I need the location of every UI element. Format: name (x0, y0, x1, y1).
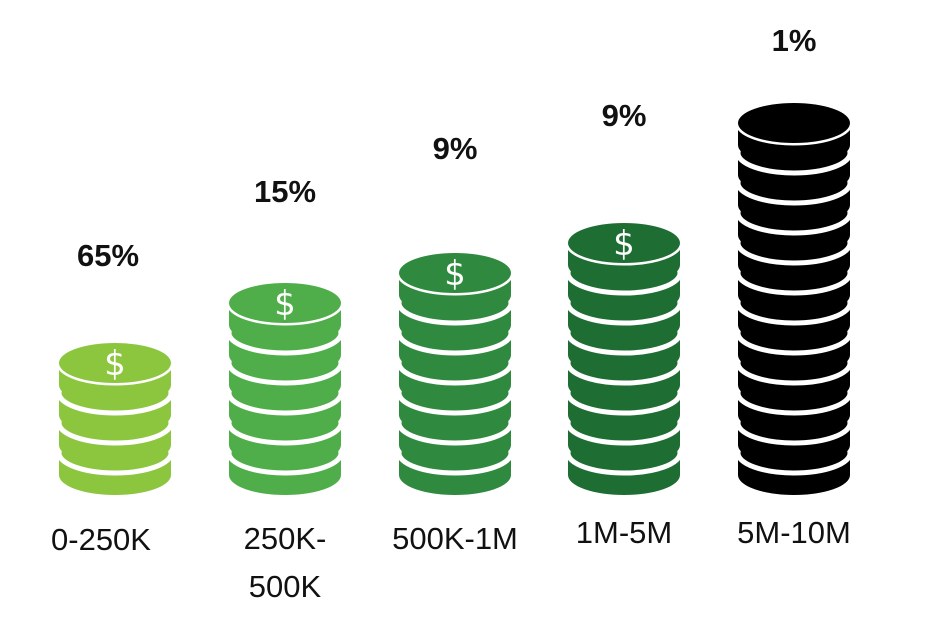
value-label: 1% (772, 23, 817, 58)
coin-top-face (738, 103, 850, 143)
category-labels: 0-250K 250K- 500K 500K-1M 1M-5M 5M-10M (51, 515, 851, 604)
coin-stacks: $ $ $ $ (56, 100, 853, 495)
dollar-sign-icon: $ (274, 284, 296, 324)
category-label: 1M-5M (576, 515, 672, 550)
value-labels: 65% 15% 9% 9% 1% (77, 23, 816, 273)
value-label: 9% (433, 131, 478, 166)
dollar-sign-icon: $ (613, 224, 635, 264)
category-label: 5M-10M (737, 515, 851, 550)
value-label: 15% (254, 174, 316, 209)
category-label: 500K (249, 569, 322, 604)
coin-top-face (229, 283, 341, 323)
coin-top-face (568, 223, 680, 263)
category-label: 0-250K (51, 522, 151, 557)
coin-stack: $ (396, 250, 514, 495)
coin-top-face (399, 253, 511, 293)
category-label: 500K-1M (392, 521, 518, 556)
dollar-sign-icon: $ (444, 254, 466, 294)
coin-stack: $ (56, 340, 174, 495)
value-label: 65% (77, 238, 139, 273)
value-label: 9% (602, 98, 647, 133)
dollar-sign-icon: $ (104, 344, 126, 384)
category-label: 250K- (244, 521, 327, 556)
coin-stack: $ (226, 280, 344, 495)
coin-stack: $ (565, 220, 683, 495)
coin-stack (735, 100, 853, 495)
coin-top-face (59, 343, 171, 383)
